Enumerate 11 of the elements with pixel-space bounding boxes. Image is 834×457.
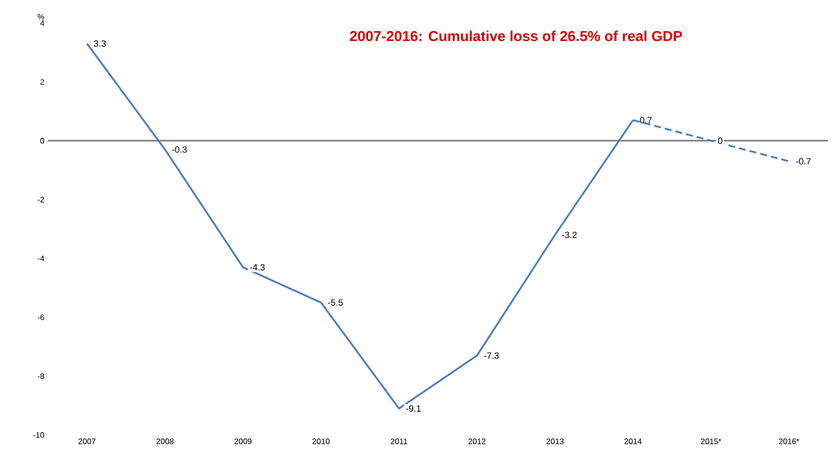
data-label: 0 (718, 138, 722, 144)
data-label: 3.3 (94, 40, 106, 47)
data-label: -5.5 (328, 299, 343, 306)
chart-title: 2007-2016: Cumulative loss of 26.5% of real GDP (350, 30, 682, 42)
data-label: 0.7 (640, 116, 652, 124)
data-label: -3.2 (562, 232, 577, 238)
data-label: -0.3 (172, 146, 187, 153)
data-label: -4.3 (250, 264, 265, 270)
data-label: -7.3 (484, 352, 499, 359)
data-label: -0.7 (796, 158, 811, 164)
data-label: -9.1 (406, 405, 421, 412)
